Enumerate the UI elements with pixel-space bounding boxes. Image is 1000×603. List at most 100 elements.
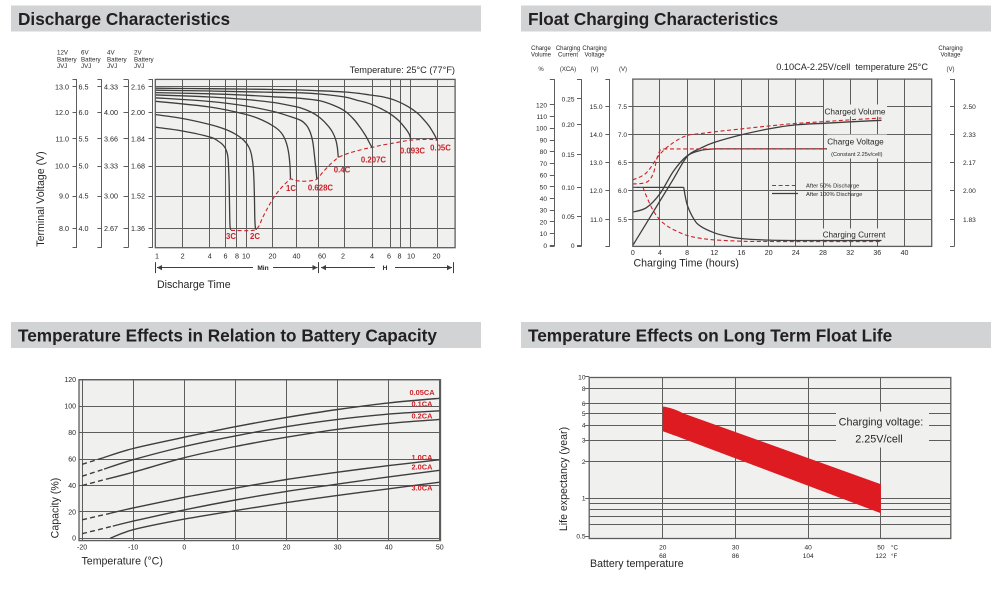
svg-text:0: 0 [182, 545, 186, 552]
svg-text:36: 36 [873, 250, 881, 257]
svg-text:30: 30 [732, 545, 740, 552]
svg-text:28: 28 [819, 250, 827, 257]
svg-text:2.67: 2.67 [104, 224, 118, 233]
svg-text:50: 50 [540, 184, 548, 191]
svg-text:7.0: 7.0 [618, 132, 627, 139]
svg-text:6: 6 [387, 252, 391, 261]
svg-text:4: 4 [658, 250, 662, 257]
svg-text:Temperature Effects in Relatio: Temperature Effects in Relation to Batte… [18, 326, 437, 346]
svg-text:90: 90 [540, 137, 548, 144]
svg-text:Battery temperature: Battery temperature [590, 558, 684, 570]
svg-text:Battery: Battery [134, 56, 155, 63]
svg-text:0.25: 0.25 [562, 96, 575, 103]
svg-text:2: 2 [341, 252, 345, 261]
svg-text:100: 100 [64, 404, 76, 411]
svg-text:40: 40 [385, 545, 393, 552]
svg-text:6.0: 6.0 [79, 108, 89, 117]
svg-text:0.207C: 0.207C [361, 155, 387, 164]
svg-text:°C: °C [891, 545, 898, 552]
svg-text:2.17: 2.17 [963, 160, 976, 167]
svg-text:86: 86 [732, 553, 740, 560]
svg-text:8: 8 [398, 252, 402, 261]
svg-text:(V): (V) [947, 67, 955, 73]
svg-text:0.1CA: 0.1CA [412, 400, 434, 409]
svg-text:20: 20 [433, 252, 441, 261]
svg-text:Temperature Effects on Long Te: Temperature Effects on Long Term Float L… [528, 326, 892, 346]
svg-text:5.5: 5.5 [618, 217, 627, 224]
svg-text:68: 68 [659, 553, 667, 560]
svg-text:4.00: 4.00 [104, 108, 118, 117]
svg-text:1C: 1C [286, 184, 296, 193]
svg-text:Current: Current [558, 53, 578, 59]
svg-text:2: 2 [181, 252, 185, 261]
svg-text:Terminal Voltage (V): Terminal Voltage (V) [35, 151, 47, 246]
svg-text:50: 50 [436, 545, 444, 552]
svg-text:20: 20 [283, 545, 291, 552]
svg-text:6.0: 6.0 [618, 188, 627, 195]
svg-text:1.84: 1.84 [131, 135, 145, 144]
svg-text:0: 0 [571, 243, 575, 250]
svg-text:3.66: 3.66 [104, 135, 118, 144]
svg-text:8: 8 [235, 252, 239, 261]
svg-text:40: 40 [293, 252, 301, 261]
svg-text:Charging Current: Charging Current [823, 230, 887, 239]
svg-text:After 50% Discharge: After 50% Discharge [806, 184, 859, 190]
svg-text:24: 24 [792, 250, 800, 257]
svg-text:20: 20 [68, 509, 76, 516]
svg-text:(V): (V) [591, 67, 599, 73]
svg-text:JVJ: JVJ [81, 63, 91, 70]
svg-text:9.0: 9.0 [59, 192, 69, 201]
svg-text:-20: -20 [77, 545, 87, 552]
svg-text:Temperature: 25°C (77°F): Temperature: 25°C (77°F) [350, 65, 455, 75]
svg-text:120: 120 [536, 102, 547, 109]
svg-text:20: 20 [659, 545, 667, 552]
svg-text:8: 8 [685, 250, 689, 257]
svg-text:2.50: 2.50 [963, 104, 976, 111]
svg-text:Float Charging Characteristics: Float Charging Characteristics [528, 9, 778, 29]
svg-text:2V: 2V [134, 50, 142, 57]
svg-text:3: 3 [582, 438, 586, 445]
svg-text:80: 80 [540, 149, 548, 156]
svg-text:40: 40 [540, 196, 548, 203]
svg-text:5: 5 [582, 411, 586, 418]
svg-text:60: 60 [68, 456, 76, 463]
svg-text:Charging voltage:: Charging voltage: [839, 417, 924, 429]
svg-text:4: 4 [582, 423, 586, 430]
svg-text:30: 30 [540, 208, 548, 215]
svg-text:10: 10 [540, 231, 548, 238]
svg-text:100: 100 [536, 126, 547, 133]
svg-text:JVJ: JVJ [134, 63, 144, 70]
svg-text:20: 20 [765, 250, 773, 257]
svg-text:(XCA): (XCA) [560, 67, 576, 73]
svg-text:0.093C: 0.093C [400, 146, 426, 155]
svg-text:Battery: Battery [57, 56, 78, 63]
svg-text:12.0: 12.0 [55, 108, 69, 117]
svg-text:2: 2 [582, 459, 586, 466]
svg-text:Temperature (°C): Temperature (°C) [82, 556, 163, 568]
svg-text:Charge: Charge [531, 46, 551, 52]
svg-text:6.5: 6.5 [618, 160, 627, 167]
svg-text:1.52: 1.52 [131, 192, 145, 201]
svg-text:Discharge Characteristics: Discharge Characteristics [18, 9, 230, 29]
svg-text:0.5: 0.5 [576, 534, 585, 541]
svg-text:1: 1 [582, 495, 586, 502]
svg-text:8.0: 8.0 [59, 224, 69, 233]
svg-text:16: 16 [738, 250, 746, 257]
svg-text:40: 40 [805, 545, 813, 552]
svg-text:4.5: 4.5 [79, 192, 89, 201]
svg-text:12V: 12V [57, 50, 69, 57]
svg-text:120: 120 [64, 377, 76, 384]
svg-text:15.0: 15.0 [590, 104, 603, 111]
svg-text:11.0: 11.0 [56, 135, 69, 144]
svg-text:2.00: 2.00 [131, 108, 145, 117]
svg-text:50: 50 [877, 545, 885, 552]
svg-text:Voltage: Voltage [940, 53, 961, 59]
svg-text:0.2CA: 0.2CA [412, 412, 434, 421]
svg-text:110: 110 [536, 114, 547, 121]
svg-text:12.0: 12.0 [590, 188, 603, 195]
svg-text:Capacity (%): Capacity (%) [50, 478, 62, 539]
svg-text:13.0: 13.0 [590, 160, 603, 167]
svg-text:0.05CA: 0.05CA [409, 388, 435, 397]
svg-text:%: % [538, 67, 544, 73]
svg-text:3.0CA: 3.0CA [412, 483, 434, 492]
